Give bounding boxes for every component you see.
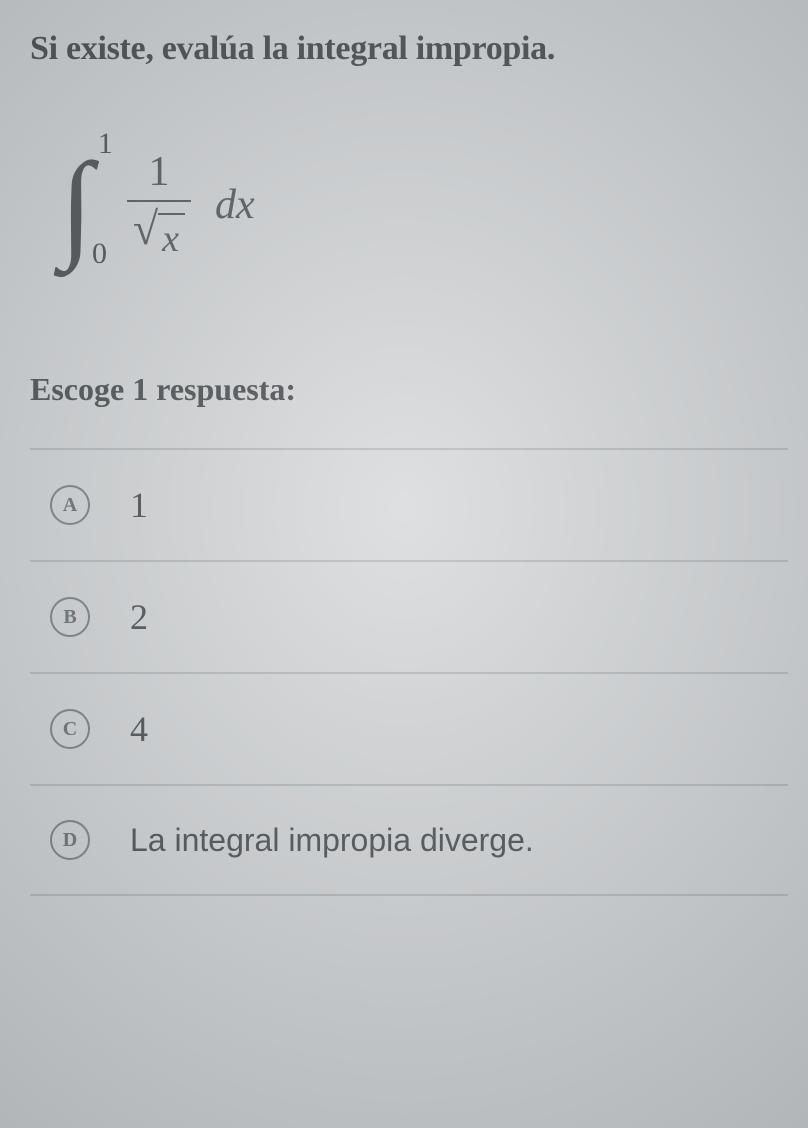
option-text: 2	[130, 596, 148, 638]
option-text: 1	[130, 484, 148, 526]
integral-symbol: 1 ∫ 0	[60, 157, 93, 253]
option-letter: C	[50, 709, 90, 749]
differential: dx	[215, 181, 255, 229]
fraction-denominator: √ x	[127, 202, 191, 261]
option-letter: A	[50, 485, 90, 525]
answer-options: A 1 B 2 C 4 D La integral impropia diver…	[30, 448, 788, 896]
option-letter: B	[50, 597, 90, 637]
square-root: √ x	[133, 208, 185, 261]
option-letter: D	[50, 820, 90, 860]
choose-instruction: Escoge 1 respuesta:	[30, 371, 788, 408]
option-c[interactable]: C 4	[30, 672, 788, 784]
integral-expression: 1 ∫ 0 1 √ x dx	[60, 148, 788, 261]
integral-upper-limit: 1	[98, 127, 113, 161]
option-b[interactable]: B 2	[30, 560, 788, 672]
integral-lower-limit: 0	[92, 237, 107, 271]
option-a[interactable]: A 1	[30, 448, 788, 560]
option-text: La integral impropia diverge.	[130, 822, 534, 859]
integrand-fraction: 1 √ x	[127, 148, 191, 261]
radicand: x	[158, 213, 185, 261]
option-text: 4	[130, 708, 148, 750]
question-prompt: Si existe, evalúa la integral impropia.	[30, 30, 788, 68]
fraction-numerator: 1	[138, 148, 179, 200]
option-d[interactable]: D La integral impropia diverge.	[30, 784, 788, 896]
